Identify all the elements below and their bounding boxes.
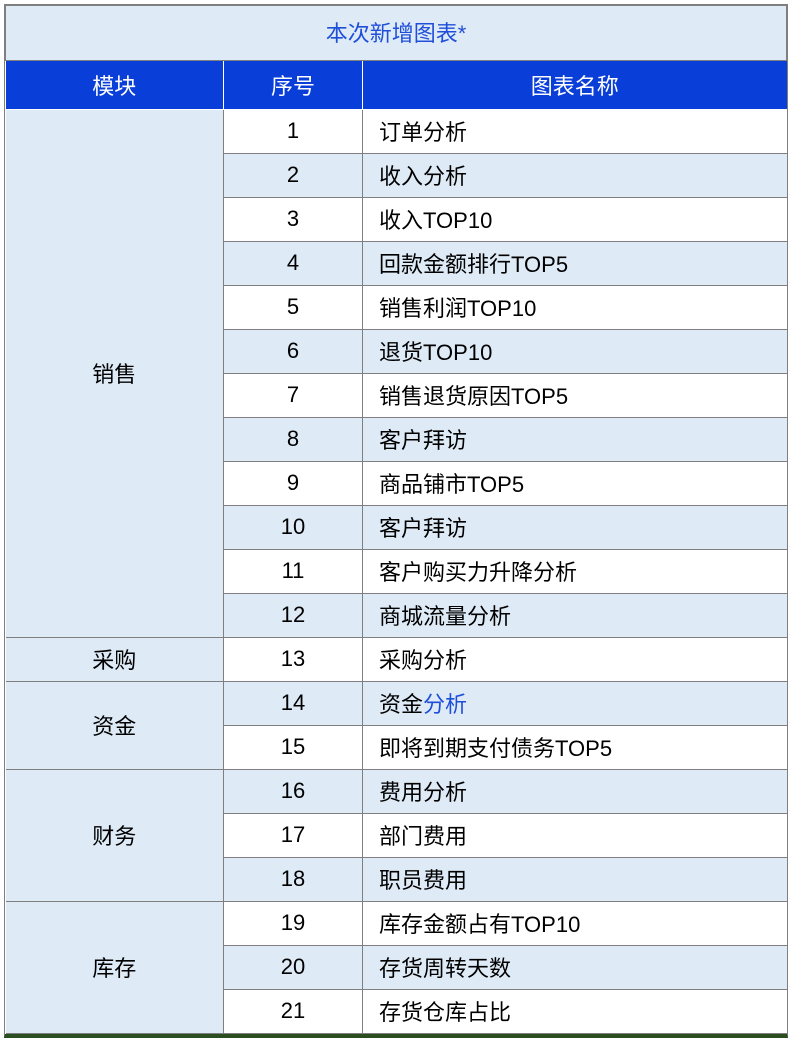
seq-cell: 16 bbox=[224, 770, 363, 814]
seq-cell: 4 bbox=[224, 242, 363, 286]
module-cell: 库存 bbox=[6, 902, 224, 1034]
module-cell: 财务 bbox=[6, 770, 224, 902]
seq-cell: 21 bbox=[224, 990, 363, 1034]
name-cell: 销售利润TOP10 bbox=[363, 286, 787, 330]
seq-cell: 14 bbox=[224, 682, 363, 726]
name-cell: 商品铺市TOP5 bbox=[363, 462, 787, 506]
name-cell: 商城流量分析 bbox=[363, 594, 787, 638]
name-cell: 订单分析 bbox=[363, 110, 787, 154]
seq-cell: 12 bbox=[224, 594, 363, 638]
name-cell: 收入TOP10 bbox=[363, 198, 787, 242]
seq-cell: 9 bbox=[224, 462, 363, 506]
seq-cell: 5 bbox=[224, 286, 363, 330]
module-cell: 采购 bbox=[6, 638, 224, 682]
seq-cell: 6 bbox=[224, 330, 363, 374]
name-cell: 回款金额排行TOP5 bbox=[363, 242, 787, 286]
name-cell: 即将到期支付债务TOP5 bbox=[363, 726, 787, 770]
table-header-row: 模块 序号 图表名称 bbox=[6, 61, 787, 110]
seq-cell: 18 bbox=[224, 858, 363, 902]
seq-cell: 15 bbox=[224, 726, 363, 770]
name-link: 分析 bbox=[423, 692, 467, 717]
seq-cell: 8 bbox=[224, 418, 363, 462]
table-row: 库存 19 库存金额占有TOP10 bbox=[6, 902, 787, 946]
seq-cell: 17 bbox=[224, 814, 363, 858]
table-row: 资金 14 资金分析 bbox=[6, 682, 787, 726]
chart-listing-table: 本次新增图表* 模块 序号 图表名称 销售 1 订单分析 2 收入分析 3 收入… bbox=[4, 4, 788, 1038]
name-cell: 销售退货原因TOP5 bbox=[363, 374, 787, 418]
table-title-row: 本次新增图表* bbox=[6, 6, 787, 61]
col-chart-name: 图表名称 bbox=[363, 61, 787, 110]
name-cell: 存货仓库占比 bbox=[363, 990, 787, 1034]
name-text: 资金 bbox=[379, 692, 423, 717]
table: 本次新增图表* 模块 序号 图表名称 销售 1 订单分析 2 收入分析 3 收入… bbox=[5, 5, 787, 1034]
name-cell: 职员费用 bbox=[363, 858, 787, 902]
name-cell: 采购分析 bbox=[363, 638, 787, 682]
seq-cell: 11 bbox=[224, 550, 363, 594]
seq-cell: 2 bbox=[224, 154, 363, 198]
name-cell: 费用分析 bbox=[363, 770, 787, 814]
seq-cell: 19 bbox=[224, 902, 363, 946]
col-module: 模块 bbox=[6, 61, 224, 110]
name-cell: 客户拜访 bbox=[363, 506, 787, 550]
name-cell: 库存金额占有TOP10 bbox=[363, 902, 787, 946]
name-cell: 收入分析 bbox=[363, 154, 787, 198]
seq-cell: 20 bbox=[224, 946, 363, 990]
name-cell: 客户购买力升降分析 bbox=[363, 550, 787, 594]
seq-cell: 10 bbox=[224, 506, 363, 550]
name-cell: 资金分析 bbox=[363, 682, 787, 726]
name-cell: 客户拜访 bbox=[363, 418, 787, 462]
table-row: 销售 1 订单分析 bbox=[6, 110, 787, 154]
seq-cell: 7 bbox=[224, 374, 363, 418]
seq-cell: 3 bbox=[224, 198, 363, 242]
name-cell: 存货周转天数 bbox=[363, 946, 787, 990]
name-cell: 部门费用 bbox=[363, 814, 787, 858]
table-row: 财务 16 费用分析 bbox=[6, 770, 787, 814]
module-cell: 销售 bbox=[6, 110, 224, 638]
name-cell: 退货TOP10 bbox=[363, 330, 787, 374]
col-sequence: 序号 bbox=[224, 61, 363, 110]
table-title: 本次新增图表* bbox=[6, 6, 787, 61]
seq-cell: 13 bbox=[224, 638, 363, 682]
seq-cell: 1 bbox=[224, 110, 363, 154]
table-row: 采购 13 采购分析 bbox=[6, 638, 787, 682]
module-cell: 资金 bbox=[6, 682, 224, 770]
